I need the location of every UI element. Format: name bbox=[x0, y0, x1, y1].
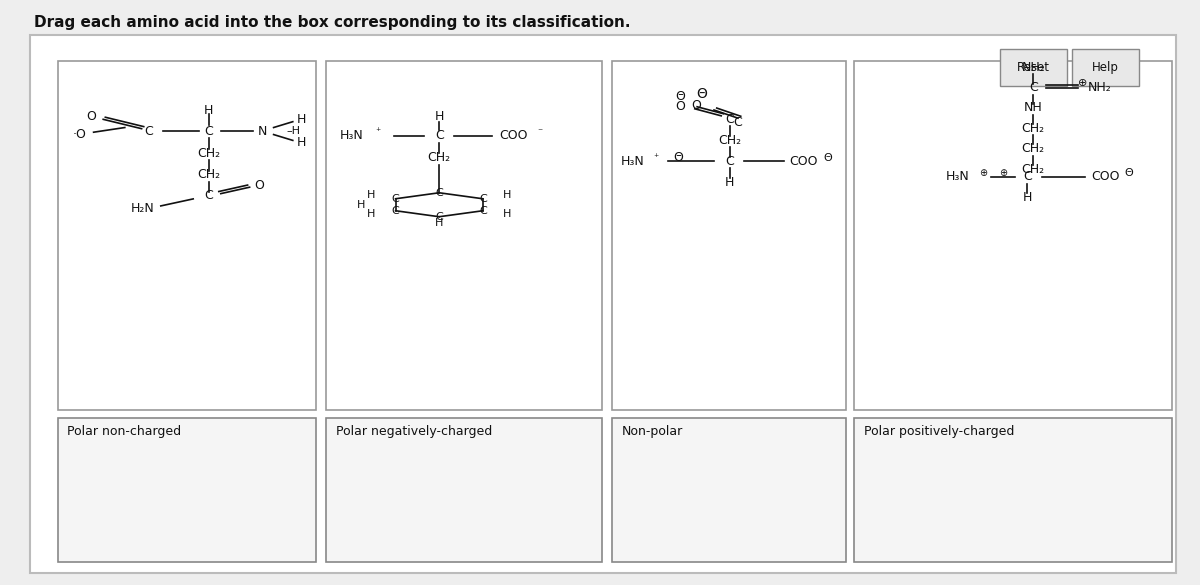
Text: H₃N: H₃N bbox=[946, 170, 970, 183]
Text: COO: COO bbox=[1091, 170, 1120, 183]
Text: O: O bbox=[691, 99, 701, 112]
Text: C: C bbox=[436, 212, 443, 222]
FancyBboxPatch shape bbox=[854, 61, 1172, 410]
Text: H₃N: H₃N bbox=[620, 155, 644, 168]
Text: C: C bbox=[1022, 170, 1032, 183]
Text: ⁺: ⁺ bbox=[654, 153, 659, 163]
Text: N: N bbox=[258, 125, 268, 137]
Text: COO: COO bbox=[499, 129, 528, 142]
Text: O: O bbox=[86, 111, 96, 123]
Text: CH₂: CH₂ bbox=[1021, 142, 1045, 155]
Text: Polar non-charged: Polar non-charged bbox=[67, 425, 181, 438]
Text: Θ: Θ bbox=[673, 152, 683, 164]
Text: Drag each amino acid into the box corresponding to its classification.: Drag each amino acid into the box corres… bbox=[34, 15, 630, 30]
Text: O: O bbox=[254, 179, 264, 192]
Text: CH₂: CH₂ bbox=[197, 168, 221, 181]
FancyBboxPatch shape bbox=[1072, 49, 1139, 86]
Text: C: C bbox=[725, 155, 734, 168]
Text: H: H bbox=[503, 191, 511, 201]
Text: H₃N: H₃N bbox=[340, 129, 364, 142]
Text: Help: Help bbox=[1092, 61, 1118, 74]
Text: ⊕: ⊕ bbox=[979, 167, 986, 178]
Text: ⊕: ⊕ bbox=[1000, 167, 1007, 178]
Text: Θ: Θ bbox=[1124, 167, 1134, 178]
FancyBboxPatch shape bbox=[58, 61, 316, 410]
Text: H₂N: H₂N bbox=[131, 202, 155, 215]
Text: Θ: Θ bbox=[823, 153, 833, 163]
Text: NH: NH bbox=[1024, 101, 1043, 114]
Text: H: H bbox=[204, 104, 214, 117]
Text: ⁺: ⁺ bbox=[376, 126, 380, 137]
FancyBboxPatch shape bbox=[854, 418, 1172, 562]
Text: CH₂: CH₂ bbox=[427, 152, 451, 164]
FancyBboxPatch shape bbox=[30, 35, 1176, 573]
Text: NH₂: NH₂ bbox=[1021, 61, 1045, 74]
FancyBboxPatch shape bbox=[612, 61, 846, 410]
Text: –H: –H bbox=[287, 126, 301, 136]
Text: ⊕: ⊕ bbox=[1078, 78, 1087, 88]
Text: ·O: ·O bbox=[72, 128, 86, 141]
Text: Non-polar: Non-polar bbox=[622, 425, 683, 438]
Text: C: C bbox=[391, 194, 400, 204]
Text: C: C bbox=[204, 190, 214, 202]
Text: H: H bbox=[356, 199, 365, 210]
Text: C: C bbox=[733, 116, 743, 129]
Text: CH₂: CH₂ bbox=[197, 147, 221, 160]
FancyBboxPatch shape bbox=[326, 418, 602, 562]
Text: ⁻: ⁻ bbox=[538, 127, 542, 137]
Text: O: O bbox=[676, 100, 685, 113]
Text: H: H bbox=[367, 191, 376, 201]
Text: C: C bbox=[479, 194, 487, 204]
Text: Polar negatively-charged: Polar negatively-charged bbox=[336, 425, 492, 438]
Text: C: C bbox=[391, 206, 400, 216]
Text: Θ: Θ bbox=[696, 87, 708, 101]
Text: H: H bbox=[434, 111, 444, 123]
Text: H: H bbox=[503, 209, 511, 219]
FancyBboxPatch shape bbox=[1000, 49, 1067, 86]
Text: C: C bbox=[436, 188, 443, 198]
Text: NH₂: NH₂ bbox=[1087, 81, 1111, 94]
Text: CH₂: CH₂ bbox=[718, 134, 742, 147]
FancyBboxPatch shape bbox=[58, 418, 316, 562]
Text: C: C bbox=[1028, 81, 1038, 94]
Text: Reset: Reset bbox=[1016, 61, 1050, 74]
Text: Θ: Θ bbox=[676, 90, 685, 103]
Text: C: C bbox=[479, 206, 487, 216]
Text: H: H bbox=[367, 209, 376, 219]
Text: H: H bbox=[436, 218, 443, 228]
Text: CH₂: CH₂ bbox=[1021, 122, 1045, 135]
Text: C: C bbox=[434, 129, 444, 142]
Text: H: H bbox=[296, 113, 306, 126]
FancyBboxPatch shape bbox=[326, 61, 602, 410]
Text: C: C bbox=[725, 113, 734, 126]
Text: Polar positively-charged: Polar positively-charged bbox=[864, 425, 1014, 438]
Text: CH₂: CH₂ bbox=[1021, 163, 1045, 176]
Text: C: C bbox=[204, 125, 214, 137]
Text: COO: COO bbox=[790, 155, 818, 168]
Text: H: H bbox=[725, 176, 734, 189]
Text: C: C bbox=[144, 125, 154, 137]
FancyBboxPatch shape bbox=[612, 418, 846, 562]
Text: H: H bbox=[296, 136, 306, 149]
Text: H: H bbox=[1022, 191, 1032, 204]
